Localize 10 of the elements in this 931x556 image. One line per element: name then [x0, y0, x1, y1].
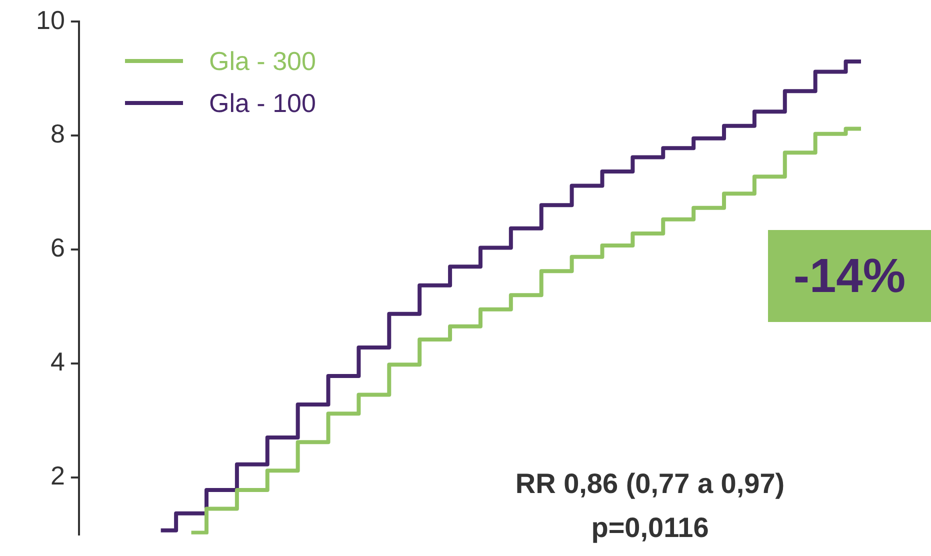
y-tick-label: 8 — [50, 118, 65, 149]
y-tick-label: 4 — [50, 346, 65, 377]
y-tick-label: 6 — [50, 232, 65, 263]
legend-label: Gla - 100 — [209, 88, 316, 118]
annotation: p=0,0116 — [590, 511, 710, 545]
y-tick-label: 10 — [36, 4, 65, 35]
legend-label: Gla - 300 — [209, 46, 316, 76]
y-tick-label: 2 — [50, 460, 65, 491]
annotation: -14% — [793, 248, 906, 304]
annotation: RR 0,86 (0,77 a 0,97) — [514, 467, 786, 501]
